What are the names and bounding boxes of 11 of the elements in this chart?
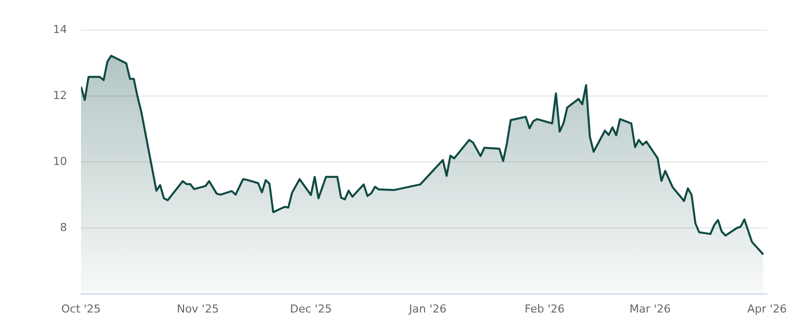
x-tick-label: Oct '25 [61,302,101,316]
x-tick-label: Nov '25 [176,302,219,316]
y-tick-label: 10 [53,154,67,168]
x-tick-label: Dec '25 [290,302,332,316]
x-tick-label: Jan '26 [408,302,447,316]
x-tick-label: Mar '26 [630,302,671,316]
y-tick-label: 12 [53,88,67,102]
y-tick-label: 14 [53,22,67,36]
x-tick-label: Apr '26 [747,302,787,316]
x-tick-label: Feb '26 [524,302,565,316]
y-tick-label: 8 [60,220,67,234]
